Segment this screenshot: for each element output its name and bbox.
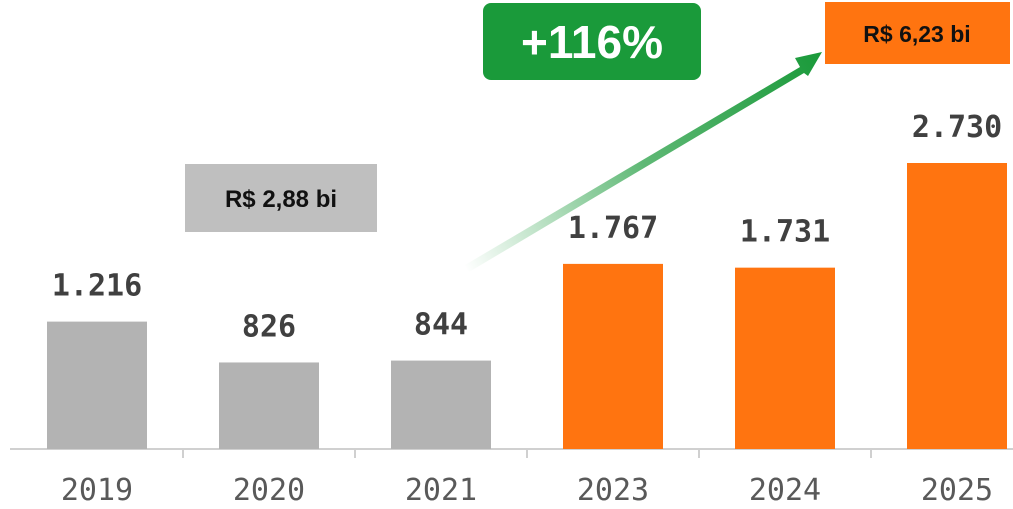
bar [735,267,835,449]
orange-box-group: R$ 6,23 bi [825,2,1010,64]
bar [219,362,319,449]
annotation-box [185,164,377,232]
value-label: 844 [414,308,468,343]
bar [47,321,147,449]
value-label: 826 [242,309,296,344]
bar [907,163,1007,449]
value-label: 1.767 [568,211,658,246]
x-tick-label: 2021 [405,473,477,508]
value-label: 2.730 [912,110,1002,145]
x-tick-label: 2025 [921,473,993,508]
annotation: +116% [521,16,663,68]
annotation: R$ 2,88 bi [225,186,337,213]
gray-box-group: R$ 2,88 bi [185,164,377,232]
annotation-box [483,3,701,80]
annotation-box [825,2,1010,64]
value-label: 1.216 [52,269,142,304]
x-tick-label: 2023 [577,473,649,508]
green-box-group: +116% [483,3,701,80]
annotation: R$ 6,23 bi [863,21,970,47]
growth-arrow [465,52,822,272]
value-label: 1.731 [740,215,830,250]
x-tick-label: 2020 [233,473,305,508]
x-tick-label: 2024 [749,473,821,508]
x-tick-label: 2019 [61,473,133,508]
bar [391,360,491,449]
bar [563,263,663,449]
